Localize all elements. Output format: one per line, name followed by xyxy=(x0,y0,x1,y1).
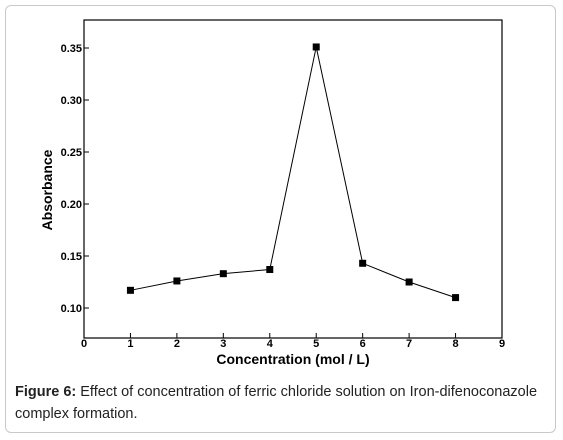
y-axis: 0.10 0.15 0.20 0.25 0.30 0.35 xyxy=(61,43,89,315)
data-point xyxy=(219,270,227,278)
y-tick-label: 0.15 xyxy=(61,251,82,263)
x-tick-label: 5 xyxy=(313,338,319,350)
figure-caption: Figure 6: Effect of concentration of fer… xyxy=(15,381,537,425)
data-point xyxy=(126,286,134,294)
x-tick-label: 2 xyxy=(174,338,180,350)
x-tick-label: 4 xyxy=(267,338,274,350)
y-tick-label: 0.30 xyxy=(61,95,82,107)
x-tick-label: 6 xyxy=(360,338,366,350)
data-point xyxy=(405,278,413,286)
y-tick-label: 0.20 xyxy=(61,199,82,211)
x-tick-label: 0 xyxy=(81,338,87,350)
plot-area xyxy=(83,19,503,339)
caption-text: Effect of concentration of ferric chlori… xyxy=(15,384,538,422)
x-axis: 0 1 2 3 4 5 6 7 8 9 xyxy=(81,333,505,350)
data-point xyxy=(173,277,181,285)
series-line xyxy=(130,46,456,299)
x-tick-label: 9 xyxy=(499,338,505,350)
data-points xyxy=(126,43,460,302)
y-tick-label: 0.25 xyxy=(61,147,82,159)
data-point xyxy=(359,259,367,267)
x-tick-label: 3 xyxy=(220,338,226,350)
data-point xyxy=(452,294,460,302)
y-axis-label: Absorbance xyxy=(39,149,55,230)
x-tick-label: 1 xyxy=(127,338,133,350)
data-point xyxy=(266,266,274,274)
y-tick-label: 0.35 xyxy=(61,43,82,55)
x-axis-label: Concentration (mol / L) xyxy=(216,351,369,367)
data-point xyxy=(312,43,320,51)
x-tick-label: 8 xyxy=(452,338,458,350)
y-tick-label: 0.10 xyxy=(61,303,82,315)
caption-label: Figure 6: xyxy=(15,384,77,400)
x-tick-label: 7 xyxy=(406,338,412,350)
